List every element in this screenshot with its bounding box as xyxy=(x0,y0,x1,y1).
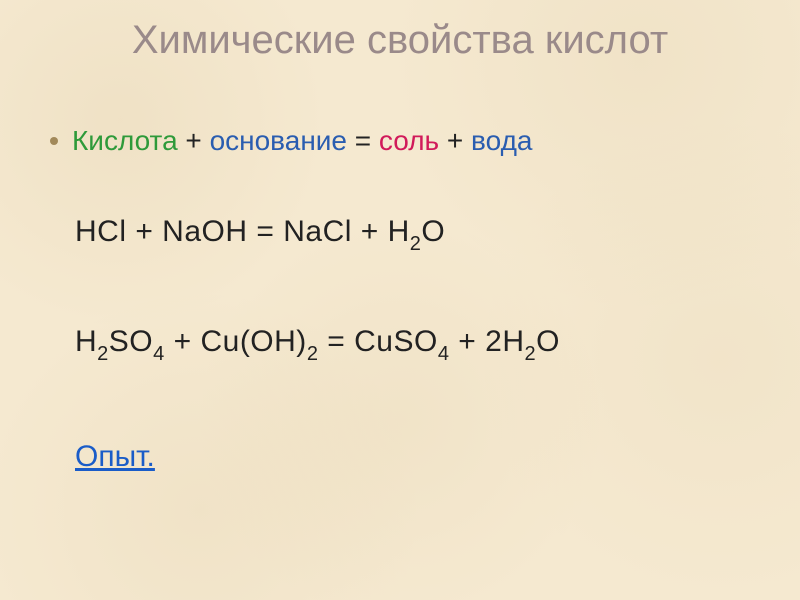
slide-title: Химические свойства кислот xyxy=(0,18,800,63)
bullet-word: = xyxy=(347,125,379,156)
equation-2: H2SO4 + Cu(OH)2 = CuSO4 + 2H2O xyxy=(75,325,560,364)
subscript: 2 xyxy=(97,343,109,365)
subscript: 4 xyxy=(438,343,450,365)
eq-text: O xyxy=(536,325,560,358)
subscript: 2 xyxy=(525,343,537,365)
bullet-word: соль xyxy=(379,125,439,156)
eq-text: = CuSO xyxy=(318,325,437,358)
bullet-icon xyxy=(50,137,58,145)
subscript: 2 xyxy=(410,233,422,255)
bullet-word: + xyxy=(178,125,210,156)
bullet-line: Кислота + основание = соль + вода xyxy=(50,125,532,157)
subscript: 2 xyxy=(307,343,319,365)
bullet-word: основание xyxy=(210,125,347,156)
bullet-text: Кислота + основание = соль + вода xyxy=(72,125,532,157)
bullet-word: Кислота xyxy=(72,125,178,156)
bullet-word: + xyxy=(439,125,471,156)
eq-text: + 2H xyxy=(449,325,524,358)
subscript: 4 xyxy=(153,343,165,365)
eq-text: HCl + NaOH = NaCl + H xyxy=(75,215,410,248)
eq-text: SO xyxy=(109,325,153,358)
eq-text: O xyxy=(421,215,445,248)
experiment-link[interactable]: Опыт. xyxy=(75,440,155,474)
bullet-word: вода xyxy=(471,125,532,156)
eq-text: + Cu(OH) xyxy=(165,325,307,358)
slide: Химические свойства кислот Кислота + осн… xyxy=(0,0,800,600)
equation-1: HCl + NaOH = NaCl + H2O xyxy=(75,215,445,254)
eq-text: H xyxy=(75,325,97,358)
